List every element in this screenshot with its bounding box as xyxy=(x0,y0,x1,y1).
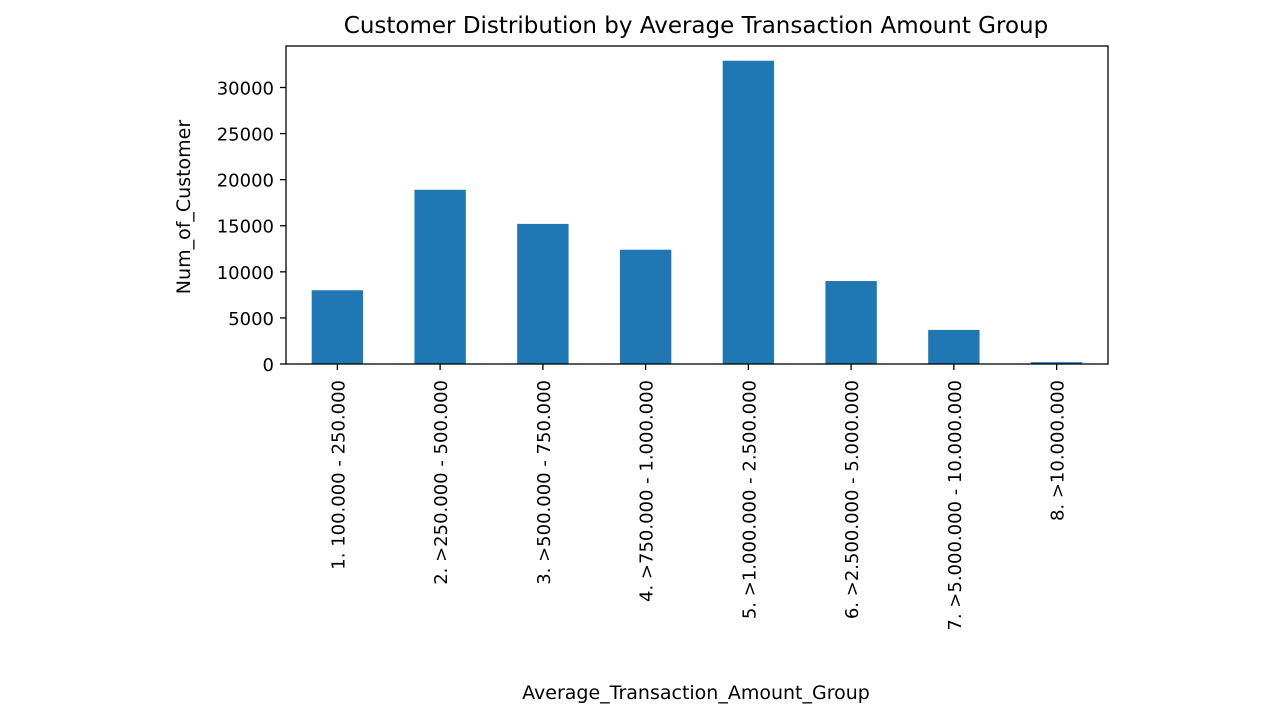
bar xyxy=(825,281,877,364)
bar xyxy=(311,290,364,364)
bars xyxy=(311,60,1083,364)
bar xyxy=(928,329,980,364)
x-tick-label: 6. >2.500.000 - 5.000.000 xyxy=(842,380,863,619)
x-tick-label: 4. >750.000 - 1.000.000 xyxy=(637,380,658,602)
x-tick-label: 1. 100.000 - 250.000 xyxy=(328,380,349,570)
bar xyxy=(619,249,672,364)
y-axis: 0 5000 10000 15000 20000 25000 30000 xyxy=(217,78,286,376)
x-tick-label: 8. >10.000.000 xyxy=(1048,380,1069,521)
x-tick-label: 3. >500.000 - 750.000 xyxy=(534,380,555,585)
y-tick-label: 0 xyxy=(263,355,274,376)
x-tick-label: 2. >250.000 - 500.000 xyxy=(431,380,452,585)
y-tick-label: 30000 xyxy=(217,78,274,99)
plot-area-frame xyxy=(285,45,1109,365)
y-tick-label: 5000 xyxy=(228,309,274,330)
y-axis-label: Num_of_Customer xyxy=(173,120,195,295)
x-tick-label: 5. >1.000.000 - 2.500.000 xyxy=(739,380,760,619)
x-axis-label: Average_Transaction_Amount_Group xyxy=(522,682,870,704)
y-tick-label: 15000 xyxy=(217,217,274,238)
bar xyxy=(722,60,775,364)
chart-title: Customer Distribution by Average Transac… xyxy=(344,13,1048,39)
y-tick-label: 20000 xyxy=(217,171,274,192)
bar xyxy=(517,223,569,364)
x-tick-label: 7. >5.000.000 - 10.000.000 xyxy=(945,380,966,631)
x-axis: 1. 100.000 - 250.000 2. >250.000 - 500.00… xyxy=(328,364,1069,631)
y-tick-label: 25000 xyxy=(217,125,274,146)
bar xyxy=(1030,362,1083,364)
y-tick-label: 10000 xyxy=(217,263,274,284)
bar xyxy=(414,189,466,364)
